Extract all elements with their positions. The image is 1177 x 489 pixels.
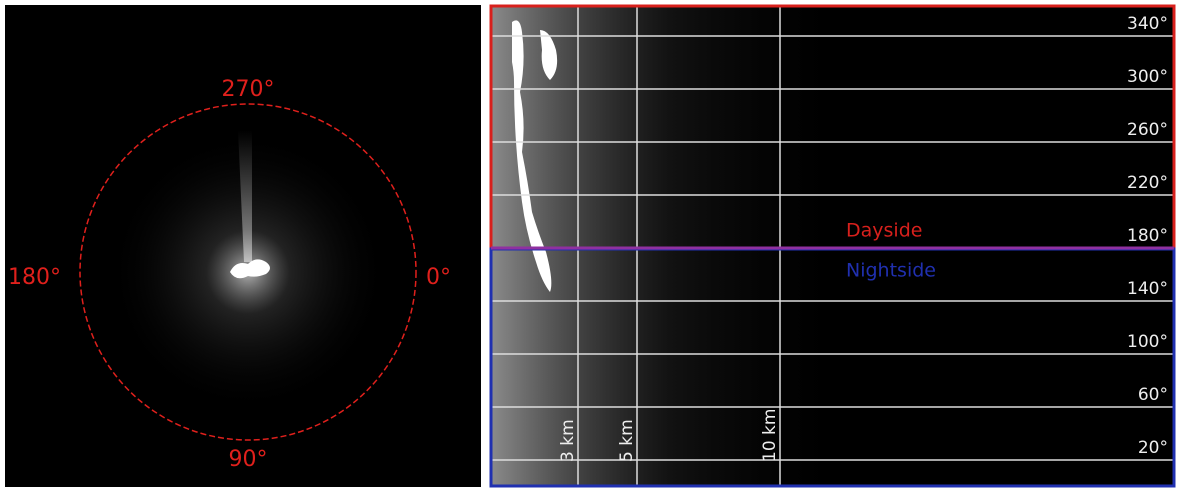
nucleus-profile [512,20,558,292]
angle-label: 90° [229,447,268,472]
distance-label: 10 km [760,409,780,462]
region-label: Dayside [846,220,922,242]
angle-label: 340° [1127,14,1168,34]
dust-glow [490,5,850,487]
nucleus [230,259,270,279]
angle-label: 100° [1127,332,1168,352]
jet [238,130,252,262]
distance-label: 5 km [617,419,637,462]
region-label: Nightside [846,260,936,282]
angle-label: 60° [1138,385,1168,405]
angle-label: 220° [1127,173,1168,193]
angle-label: 180° [8,265,61,290]
angle-label: 180° [1127,226,1168,246]
angle-label: 300° [1127,67,1168,87]
angle-label: 140° [1127,279,1168,299]
angle-label: 0° [426,265,451,290]
angle-label: 260° [1127,120,1168,140]
reference-circle [79,103,417,441]
distance-label: 3 km [558,419,578,462]
angle-label: 270° [222,77,275,102]
angle-label: 20° [1138,438,1168,458]
